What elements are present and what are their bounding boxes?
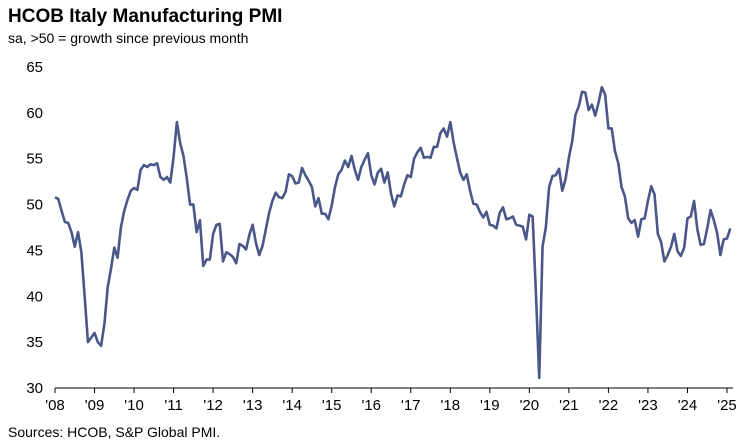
x-tick-label: '21 [559, 397, 579, 414]
y-tick-label: 45 [26, 242, 43, 259]
data-line [54, 85, 732, 380]
x-tick-label: '25 [717, 397, 737, 414]
source-note: Sources: HCOB, S&P Global PMI. [8, 424, 220, 440]
x-tick-label: '19 [480, 397, 500, 414]
x-tick-label: '22 [599, 397, 619, 414]
y-tick-label: 40 [26, 288, 43, 305]
x-tick-label: '14 [282, 397, 302, 414]
y-tick-label: 60 [26, 105, 43, 122]
y-tick-label: 55 [26, 151, 43, 168]
y-tick-label: 35 [26, 334, 43, 351]
x-tick-label: '10 [124, 397, 144, 414]
y-tick-label: 50 [26, 197, 43, 214]
x-tick-label: '16 [361, 397, 381, 414]
chart-title: HCOB Italy Manufacturing PMI [8, 6, 282, 27]
x-tick-label: '18 [441, 397, 461, 414]
y-tick-label: 65 [26, 59, 43, 76]
x-tick-label: '08 [45, 397, 65, 414]
x-tick-label: '23 [638, 397, 658, 414]
x-tick-label: '12 [203, 397, 223, 414]
x-tick-label: '13 [243, 397, 263, 414]
chart-subtitle: sa, >50 = growth since previous month [8, 30, 248, 46]
y-tick-label: 30 [26, 380, 43, 397]
x-tick-label: '15 [322, 397, 342, 414]
x-tick-label: '09 [85, 397, 105, 414]
x-tick-label: '11 [164, 397, 182, 414]
x-tick-label: '17 [401, 397, 421, 414]
x-tick-label: '20 [520, 397, 540, 414]
x-tick-label: '24 [678, 397, 698, 414]
